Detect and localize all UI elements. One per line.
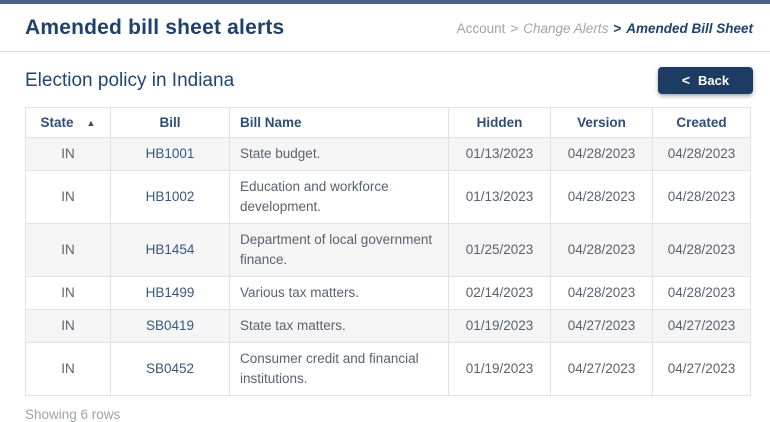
breadcrumb-separator: > [613,20,622,36]
cell-bill: SB0419 [110,309,230,343]
cell-hidden: 01/25/2023 [448,223,551,277]
cell-bill-name: Various tax matters. [229,276,449,310]
cell-created: 04/27/2023 [652,309,751,343]
cell-bill: HB1454 [110,223,230,277]
table-row: IN HB1454 Department of local government… [25,223,751,277]
cell-bill: HB1499 [110,276,230,310]
page-title: Amended bill sheet alerts [25,16,285,39]
cell-bill-name: State tax matters. [229,309,449,343]
bill-link[interactable]: HB1454 [145,242,195,257]
chevron-left-icon: < [681,71,691,88]
cell-version: 04/27/2023 [550,309,653,343]
cell-version: 04/27/2023 [550,342,653,396]
cell-hidden: 01/19/2023 [448,309,551,343]
cell-state: IN [25,309,111,343]
column-header-created[interactable]: Created [652,107,751,138]
bill-link[interactable]: HB1002 [145,189,195,204]
cell-created: 04/28/2023 [652,276,751,310]
cell-hidden: 01/13/2023 [448,170,551,224]
column-header-bill-name[interactable]: Bill Name [229,107,449,138]
breadcrumb-account[interactable]: Account [456,20,506,36]
page-header: Amended bill sheet alerts Account > Change… [0,4,770,52]
cell-hidden: 01/13/2023 [448,137,551,171]
breadcrumb-separator: > [510,20,519,36]
cell-bill-name: State budget. [229,137,449,171]
cell-bill: HB1002 [110,170,230,224]
cell-version: 04/28/2023 [550,276,653,310]
table-row: IN HB1001 State budget. 01/13/2023 04/28… [25,137,751,171]
table-body: IN HB1001 State budget. 01/13/2023 04/28… [25,137,751,396]
cell-hidden: 01/19/2023 [448,342,551,396]
table-row: IN HB1499 Various tax matters. 02/14/202… [25,276,751,310]
row-count-status: Showing 6 rows [25,407,121,422]
cell-state: IN [25,137,111,171]
top-accent-bar [0,0,770,4]
column-header-state[interactable]: State ▲ [25,107,111,138]
bill-link[interactable]: SB0419 [145,318,195,333]
cell-bill: HB1001 [110,137,230,171]
cell-state: IN [25,342,111,396]
breadcrumb-change-alerts[interactable]: Change Alerts [523,20,609,36]
breadcrumb-current: Amended Bill Sheet [626,20,753,36]
breadcrumb: Account > Change Alerts > Amended Bill Sheet [457,21,753,36]
cell-version: 04/28/2023 [550,170,653,224]
cell-hidden: 02/14/2023 [448,276,551,310]
back-button[interactable]: < Back [658,67,753,94]
bill-link[interactable]: HB1001 [145,146,195,161]
cell-created: 04/28/2023 [652,137,751,171]
table-row: IN SB0452 Consumer credit and financial … [25,342,751,396]
cell-state: IN [25,170,111,224]
cell-created: 04/28/2023 [652,170,751,224]
cell-bill-name: Education and workforce development. [229,170,449,224]
column-header-hidden[interactable]: Hidden [448,107,551,138]
alerts-table: State ▲ Bill Bill Name Hidden Version Cre… [25,107,751,396]
cell-version: 04/28/2023 [550,223,653,277]
bill-link[interactable]: SB0452 [145,361,195,376]
cell-state: IN [25,223,111,277]
cell-created: 04/27/2023 [652,342,751,396]
table-header-row: State ▲ Bill Bill Name Hidden Version Cre… [25,107,751,138]
cell-version: 04/28/2023 [550,137,653,171]
section-header: Election policy in Indiana < Back [0,52,770,94]
section-title: Election policy in Indiana [25,69,235,91]
column-header-version[interactable]: Version [550,107,653,138]
cell-created: 04/28/2023 [652,223,751,277]
cell-bill-name: Department of local government finance. [229,223,449,277]
back-button-label: Back [698,73,730,88]
cell-state: IN [25,276,111,310]
cell-bill: SB0452 [110,342,230,396]
sort-asc-icon: ▲ [86,118,96,128]
table-row: IN HB1002 Education and workforce develo… [25,170,751,224]
cell-bill-name: Consumer credit and financial institutio… [229,342,449,396]
bill-link[interactable]: HB1499 [145,285,195,300]
table-row: IN SB0419 State tax matters. 01/19/2023 … [25,309,751,343]
column-header-bill[interactable]: Bill [110,107,230,138]
